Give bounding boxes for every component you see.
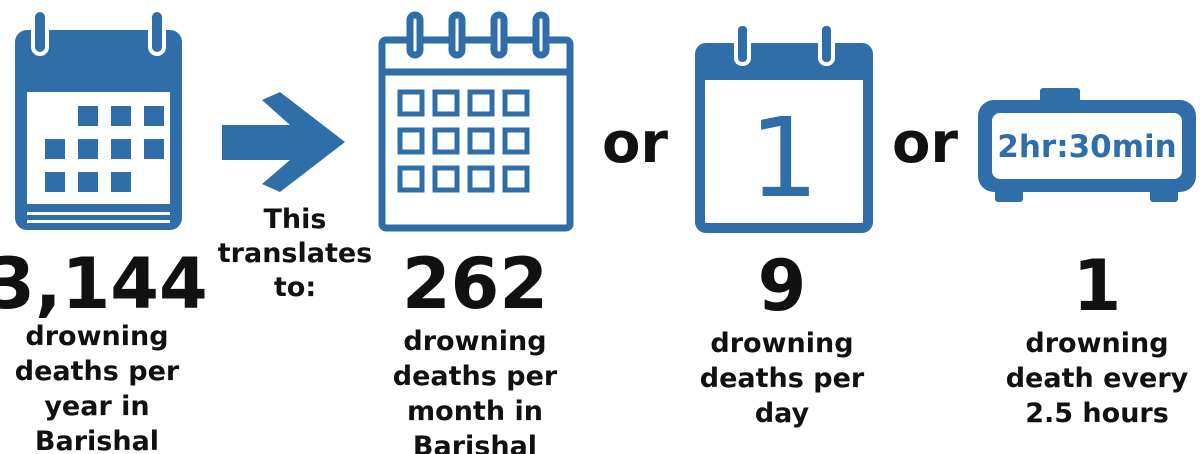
timer-icon: 2hr:30min: [978, 88, 1196, 202]
stat-caption: drowning: [1025, 328, 1168, 359]
stat-number: 262: [402, 243, 548, 325]
stat-caption: month in: [407, 396, 543, 427]
timer-text: 2hr:30min: [997, 129, 1176, 165]
stat-number: 3,144: [0, 243, 208, 325]
stat-caption: year in: [44, 391, 149, 422]
arrow-text-line: translates: [218, 238, 373, 269]
arrow-text-line: This: [264, 204, 327, 235]
month-calendar-icon: [378, 11, 574, 232]
or-text: or: [602, 111, 668, 176]
stat-caption: deaths per: [15, 356, 180, 387]
stat-number: 9: [758, 245, 807, 327]
stat-caption: deaths per: [393, 361, 558, 392]
or-text: or: [892, 111, 958, 176]
stat-caption: day: [755, 398, 810, 429]
stat-caption: death every: [1006, 363, 1189, 394]
stat-caption: drowning: [25, 321, 168, 352]
day-calendar-icon: 1: [695, 22, 873, 233]
year-calendar-icon: [15, 8, 182, 230]
arrow-text-line: to:: [274, 272, 316, 303]
stat-caption: 2.5 hours: [1025, 398, 1169, 429]
stat-caption: drowning: [710, 328, 853, 359]
arrow-icon: [222, 92, 345, 192]
stat-caption: deaths per: [700, 363, 865, 394]
stat-caption: Barishal: [35, 426, 159, 454]
stat-caption: drowning: [403, 326, 546, 357]
day-number: 1: [749, 94, 819, 222]
stat-caption: Barishal: [413, 431, 537, 454]
stat-number: 1: [1073, 245, 1122, 327]
